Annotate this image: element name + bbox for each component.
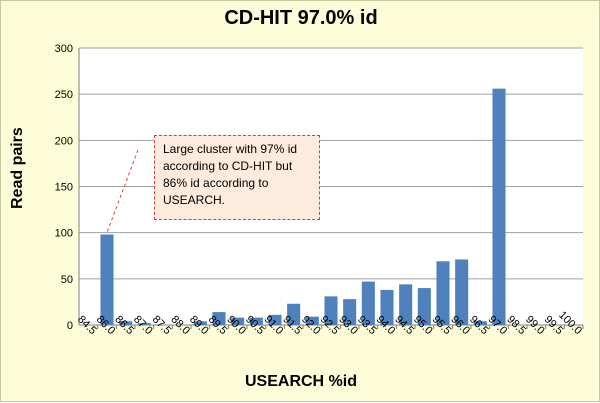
annotation-pointer — [106, 149, 139, 233]
bar — [361, 281, 375, 325]
y-tick-label: 50 — [61, 274, 73, 286]
bar — [137, 323, 151, 325]
y-tick-label: 300 — [55, 43, 73, 55]
bar — [305, 316, 319, 325]
bar — [324, 296, 338, 325]
y-tick-label: 200 — [55, 135, 73, 147]
bar — [380, 289, 394, 325]
bar — [399, 284, 413, 325]
bar — [212, 312, 226, 325]
x-axis-label: USEARCH %id — [244, 373, 357, 390]
bar — [231, 317, 245, 325]
bar — [473, 321, 487, 325]
y-tick-label: 0 — [67, 320, 73, 332]
annotation-callout: Large cluster with 97% id according to C… — [154, 135, 320, 220]
y-tick-label: 100 — [55, 228, 73, 240]
bar — [455, 259, 469, 325]
y-tick-label: 250 — [55, 89, 73, 101]
bar — [119, 321, 133, 325]
bar — [343, 299, 357, 325]
y-tick-label: 150 — [55, 182, 73, 194]
bar — [193, 321, 207, 325]
bar — [249, 317, 263, 325]
bar — [417, 288, 431, 325]
bar — [287, 303, 301, 325]
bar — [100, 234, 114, 325]
bar — [492, 88, 506, 325]
chart-title: CD-HIT 97.0% id — [224, 7, 378, 29]
bar — [268, 314, 282, 325]
bar — [436, 261, 450, 325]
